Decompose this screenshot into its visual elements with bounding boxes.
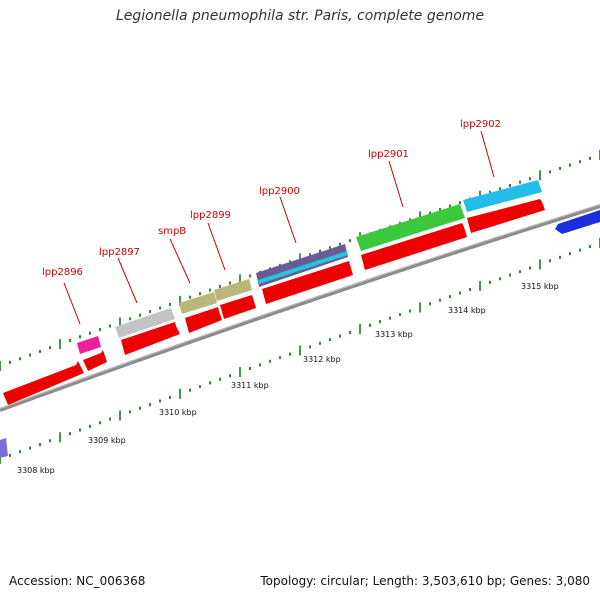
kbp-label-3311: 3311 kbp [231, 381, 269, 390]
genome-summary-text: Topology: circular; Length: 3,503,610 bp… [260, 574, 590, 588]
cds-arrow[interactable] [185, 307, 222, 333]
gene-block-right[interactable] [555, 210, 600, 234]
gene-block-left-edge[interactable] [0, 438, 8, 458]
gene-block-lpp2899[interactable] [214, 279, 252, 301]
gene-label-lpp2896[interactable]: lpp2896 [42, 267, 83, 278]
gene-block-lpp2902[interactable] [463, 180, 542, 212]
cds-arrow[interactable] [467, 199, 545, 233]
map-title: Legionella pneumophila str. Paris, compl… [115, 8, 485, 24]
cds-arrow[interactable] [83, 350, 107, 371]
kbp-label-3308: 3308 kbp [17, 466, 55, 475]
cds-arrow[interactable] [361, 223, 467, 270]
gene-label-smpB[interactable]: smpB [158, 226, 186, 237]
kbp-label-3315: 3315 kbp [521, 282, 559, 291]
kbp-label-3309: 3309 kbp [88, 436, 126, 445]
gene-label-lpp2901[interactable]: lpp2901 [368, 149, 409, 160]
accession-text: Accession: NC_006368 [9, 574, 146, 588]
kbp-label-3310: 3310 kbp [159, 408, 197, 417]
cds-arrow[interactable] [262, 261, 353, 304]
cds-arrow[interactable] [220, 295, 256, 319]
gene-label-lpp2902[interactable]: lpp2902 [460, 119, 501, 130]
cds-arrow[interactable] [121, 322, 180, 355]
gene-block-smpB[interactable] [179, 292, 217, 314]
kbp-label-3312: 3312 kbp [303, 355, 341, 364]
gene-label-lpp2900[interactable]: lpp2900 [259, 186, 300, 197]
cds-arrow[interactable] [3, 361, 84, 405]
kbp-label-3314: 3314 kbp [448, 306, 486, 315]
inner-tick-track [0, 238, 600, 464]
genome-backbone [0, 204, 600, 412]
gene-block-lpp2897[interactable] [115, 308, 175, 338]
gene-label-lpp2897[interactable]: lpp2897 [99, 247, 140, 258]
gene-label-lpp2899[interactable]: lpp2899 [190, 210, 231, 221]
kbp-label-3313: 3313 kbp [375, 330, 413, 339]
gene-block-lpp2896[interactable] [77, 336, 101, 354]
gene-block-lpp2901[interactable] [356, 204, 465, 251]
